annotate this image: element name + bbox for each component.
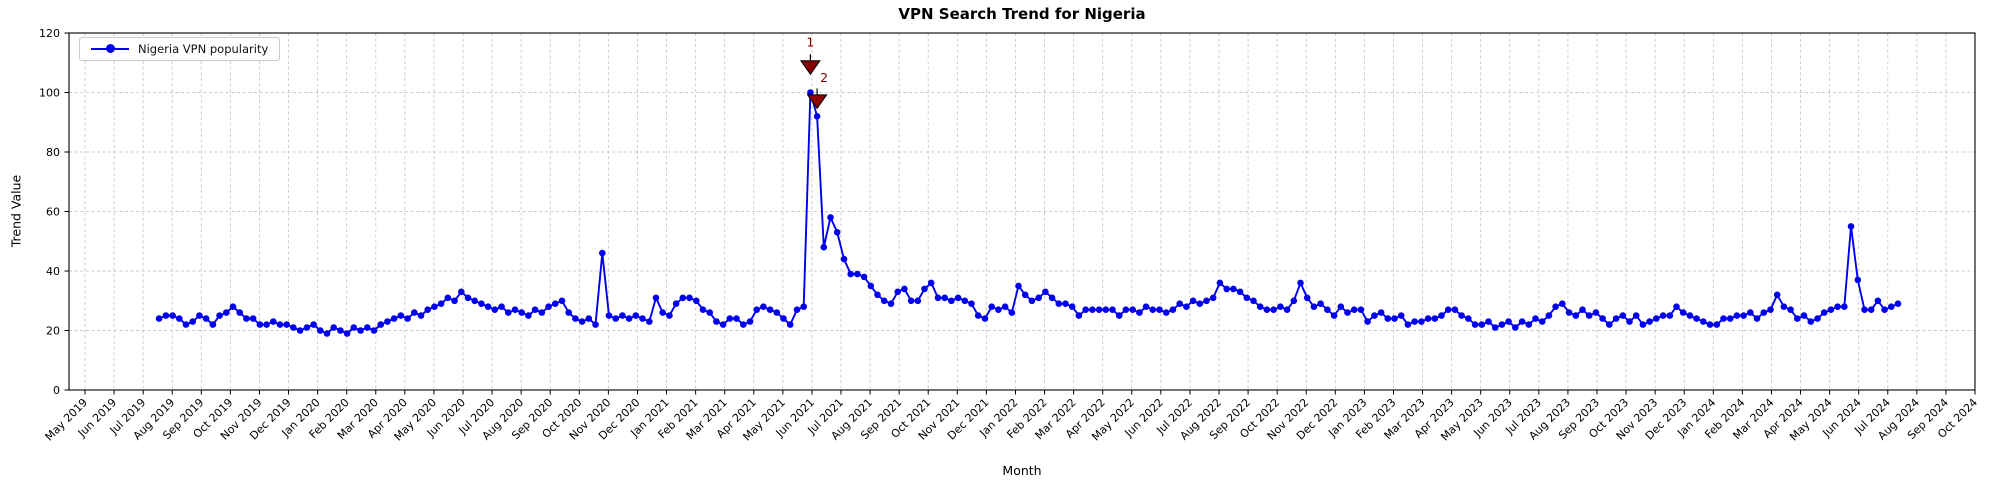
svg-text:1: 1 <box>806 34 814 49</box>
svg-text:60: 60 <box>46 206 60 219</box>
svg-text:2: 2 <box>820 70 828 85</box>
svg-text:80: 80 <box>46 146 60 159</box>
legend-dot-icon <box>105 44 115 53</box>
svg-text:20: 20 <box>46 325 60 338</box>
svg-text:120: 120 <box>39 27 60 40</box>
legend: Nigeria VPN popularity <box>79 37 281 61</box>
legend-label: Nigeria VPN popularity <box>138 42 269 56</box>
svg-text:40: 40 <box>46 265 60 278</box>
svg-text:100: 100 <box>39 87 60 100</box>
svg-text:0: 0 <box>53 384 60 397</box>
chart-title: VPN Search Trend for Nigeria <box>898 5 1146 23</box>
legend-line-marker-icon <box>91 44 129 53</box>
x-axis-label: Month <box>1002 463 1042 478</box>
